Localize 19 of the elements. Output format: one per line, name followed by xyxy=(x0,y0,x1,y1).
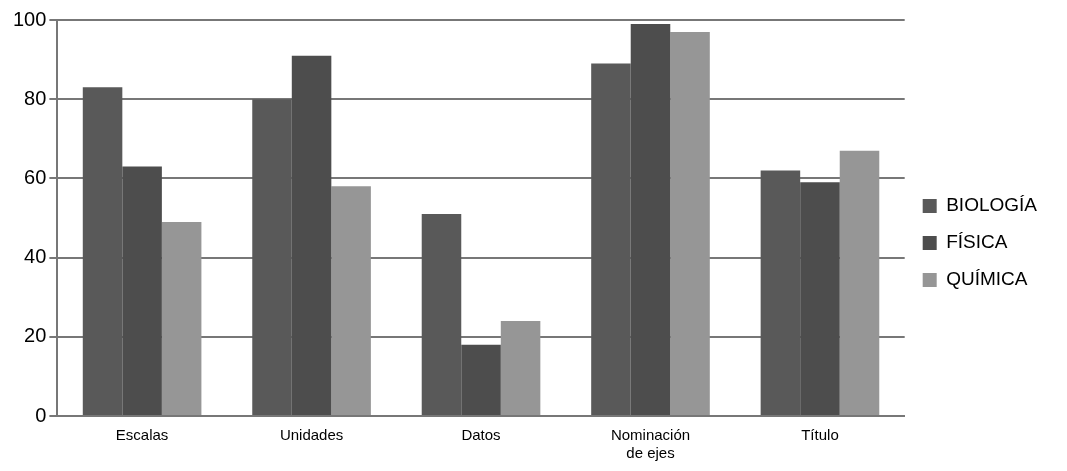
y-tick-label: 60 xyxy=(24,165,47,188)
x-tick-label: Nominación de ejes xyxy=(610,426,691,462)
bar xyxy=(500,320,541,415)
bar xyxy=(670,31,710,415)
bar xyxy=(331,186,371,415)
legend-label: QUÍMICA xyxy=(946,268,1028,290)
x-tick-label: Escalas xyxy=(115,426,169,444)
y-tick-label: 80 xyxy=(24,86,47,109)
y-tick-label: 20 xyxy=(24,324,47,347)
x-tick-label: Título xyxy=(801,426,839,444)
y-tick-label: 0 xyxy=(35,403,47,426)
x-tick-label: Datos xyxy=(461,426,501,444)
x-tick-label: Unidades xyxy=(279,426,344,444)
legend-label: BIOLOGÍA xyxy=(946,194,1038,216)
y-tick-label: 40 xyxy=(24,245,47,268)
y-tick-label: 100 xyxy=(12,7,47,30)
legend-label: FÍSICA xyxy=(946,231,1008,253)
bar xyxy=(839,150,880,415)
bar xyxy=(161,221,202,415)
